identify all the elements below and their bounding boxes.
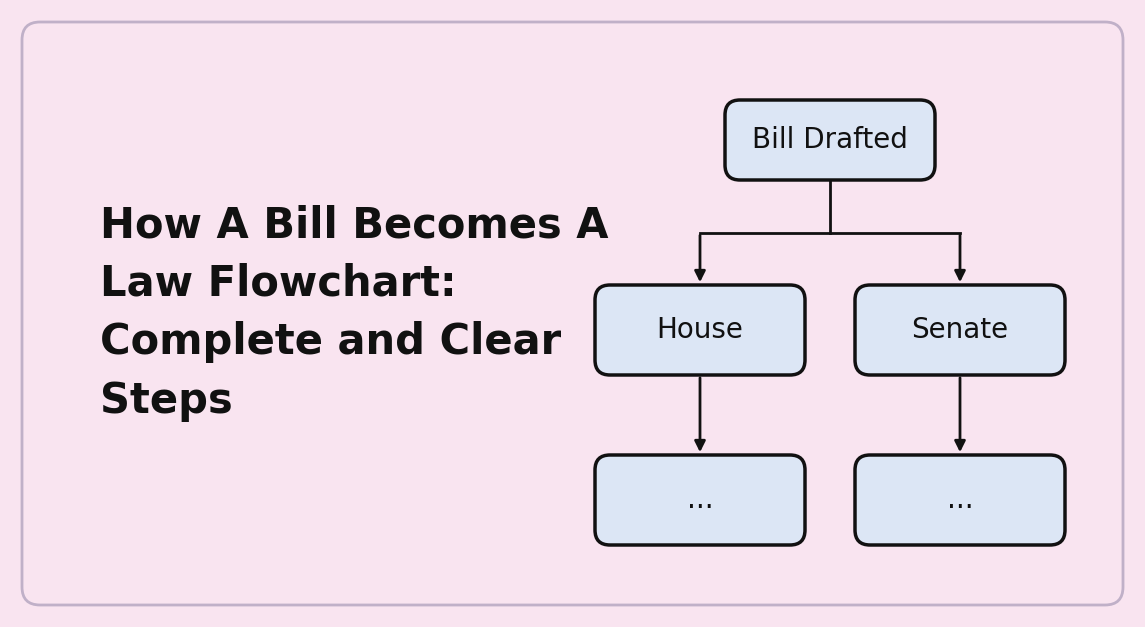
Text: How A Bill Becomes A
Law Flowchart:
Complete and Clear
Steps: How A Bill Becomes A Law Flowchart: Comp… [100,204,608,422]
Text: Bill Drafted: Bill Drafted [752,126,908,154]
FancyBboxPatch shape [855,285,1065,375]
FancyBboxPatch shape [595,455,805,545]
Text: ...: ... [687,486,713,514]
FancyBboxPatch shape [855,455,1065,545]
FancyBboxPatch shape [595,285,805,375]
Text: ...: ... [947,486,973,514]
FancyBboxPatch shape [725,100,935,180]
FancyBboxPatch shape [22,22,1123,605]
Text: Senate: Senate [911,316,1009,344]
Text: House: House [656,316,743,344]
